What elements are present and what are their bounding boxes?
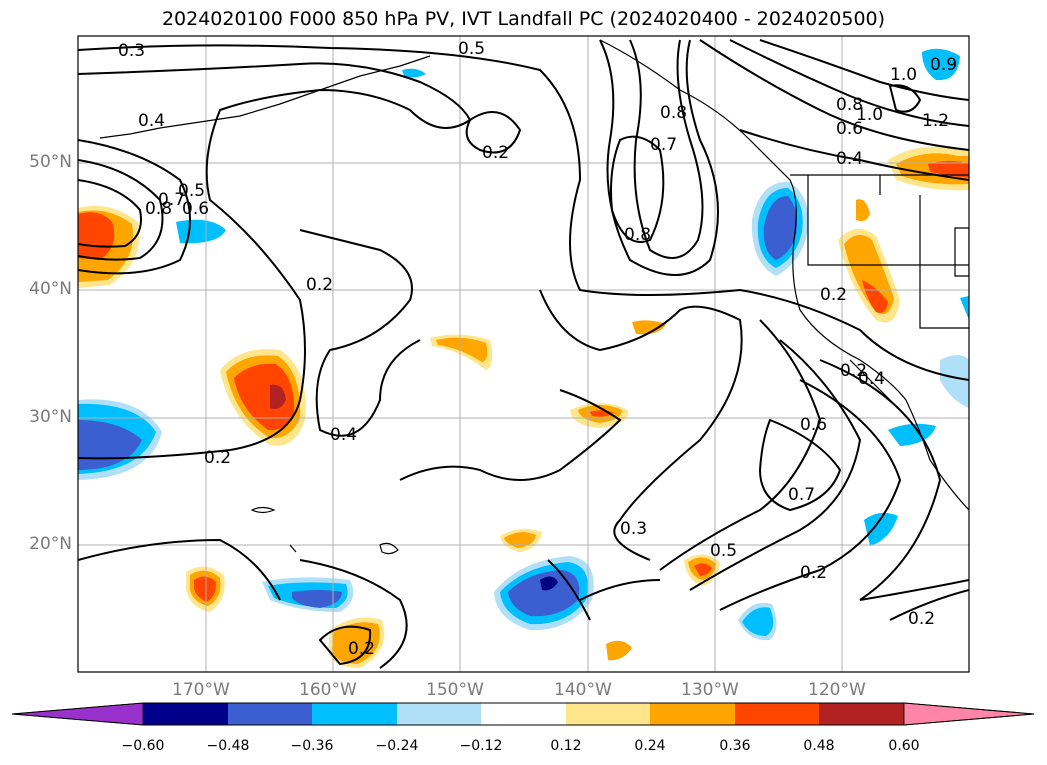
contour-label: 0.4: [836, 149, 863, 169]
contour-label: 0.4: [138, 111, 165, 131]
contour-label: 0.5: [710, 541, 737, 561]
contour-label: 1.2: [922, 111, 949, 131]
contour-label: 1.0: [890, 65, 917, 85]
map-title: 2024020100 F000 850 hPa PV, IVT Landfall…: [161, 8, 886, 30]
colorbar-tick: −0.48: [206, 738, 250, 754]
contour-label: 0.8: [660, 103, 687, 123]
lon-label-170w: 170°W: [172, 680, 230, 700]
contour-label: 0.7: [158, 190, 185, 210]
contour-label: 0.6: [182, 199, 209, 219]
colorbar-tick: 0.12: [550, 738, 582, 754]
contour-labels: 0.3 0.5 0.4 0.2 0.8 0.7 0.8 1.0 0.9 1.2 …: [118, 39, 957, 659]
pv-contours: [78, 39, 969, 669]
contour-label: 0.2: [348, 639, 375, 659]
contour-label: 0.4: [858, 369, 885, 389]
contour-label: 0.8: [145, 199, 172, 219]
contour-label: 0.2: [840, 361, 867, 381]
lat-label-40n: 40°N: [29, 279, 72, 299]
lon-label-140w: 140°W: [554, 680, 612, 700]
colorbar-bin: [819, 703, 904, 725]
colorbar-bin: [397, 703, 481, 725]
pv-shading: [78, 48, 969, 668]
contour-label: 0.9: [930, 55, 957, 75]
contour-label: 0.8: [836, 95, 863, 115]
contour-label: 1.0: [856, 105, 883, 125]
contour-label: 0.2: [820, 285, 847, 305]
map-panel: 0.3 0.5 0.4 0.2 0.8 0.7 0.8 1.0 0.9 1.2 …: [77, 35, 970, 673]
contour-label: 0.6: [800, 415, 827, 435]
lon-label-160w: 160°W: [299, 680, 357, 700]
contour-label: 0.8: [624, 225, 651, 245]
contour-label: 0.7: [650, 135, 677, 155]
lat-label-50n: 50°N: [29, 152, 72, 172]
lat-label-20n: 20°N: [29, 534, 72, 554]
colorbar-tick: −0.24: [375, 738, 419, 754]
colorbar-tick: −0.36: [290, 738, 334, 754]
colorbar-bin: [312, 703, 397, 725]
contour-label: 0.2: [800, 563, 827, 583]
contour-label: 0.2: [482, 143, 509, 163]
colorbar-tick: 0.24: [634, 738, 666, 754]
colorbar-bin: [228, 703, 312, 725]
lat-lon-grid: [78, 36, 969, 672]
colorbar-bin: [735, 703, 819, 725]
contour-label: 0.2: [306, 275, 333, 295]
colorbar-bin: [650, 703, 735, 725]
contour-label: 0.3: [118, 41, 145, 61]
contour-label: 0.4: [330, 425, 357, 445]
contour-label: 0.2: [908, 609, 935, 629]
colorbar-tick: −0.12: [459, 738, 503, 754]
colorbar-bin: [481, 703, 566, 725]
colorbar-extend-high: [903, 702, 1035, 726]
contour-label: 0.3: [620, 519, 647, 539]
colorbar-tick: −0.60: [121, 738, 165, 754]
lon-label-120w: 120°W: [808, 680, 866, 700]
lat-label-30n: 30°N: [29, 407, 72, 427]
lon-label-150w: 150°W: [426, 680, 484, 700]
contour-label: 0.5: [458, 39, 485, 59]
colorbar-tick: 0.48: [803, 738, 835, 754]
contour-label: 0.2: [204, 448, 231, 468]
colorbar-extend-low: [11, 702, 144, 726]
contour-label: 0.6: [836, 119, 863, 139]
colorbar-tick: 0.60: [888, 738, 920, 754]
contour-label: 0.7: [788, 485, 815, 505]
colorbar-bin: [143, 703, 228, 725]
contour-label: 0.5: [178, 181, 205, 201]
colorbar-tick: 0.36: [719, 738, 751, 754]
colorbar-bin: [566, 703, 650, 725]
map-frame: [77, 35, 970, 673]
lon-label-130w: 130°W: [681, 680, 739, 700]
